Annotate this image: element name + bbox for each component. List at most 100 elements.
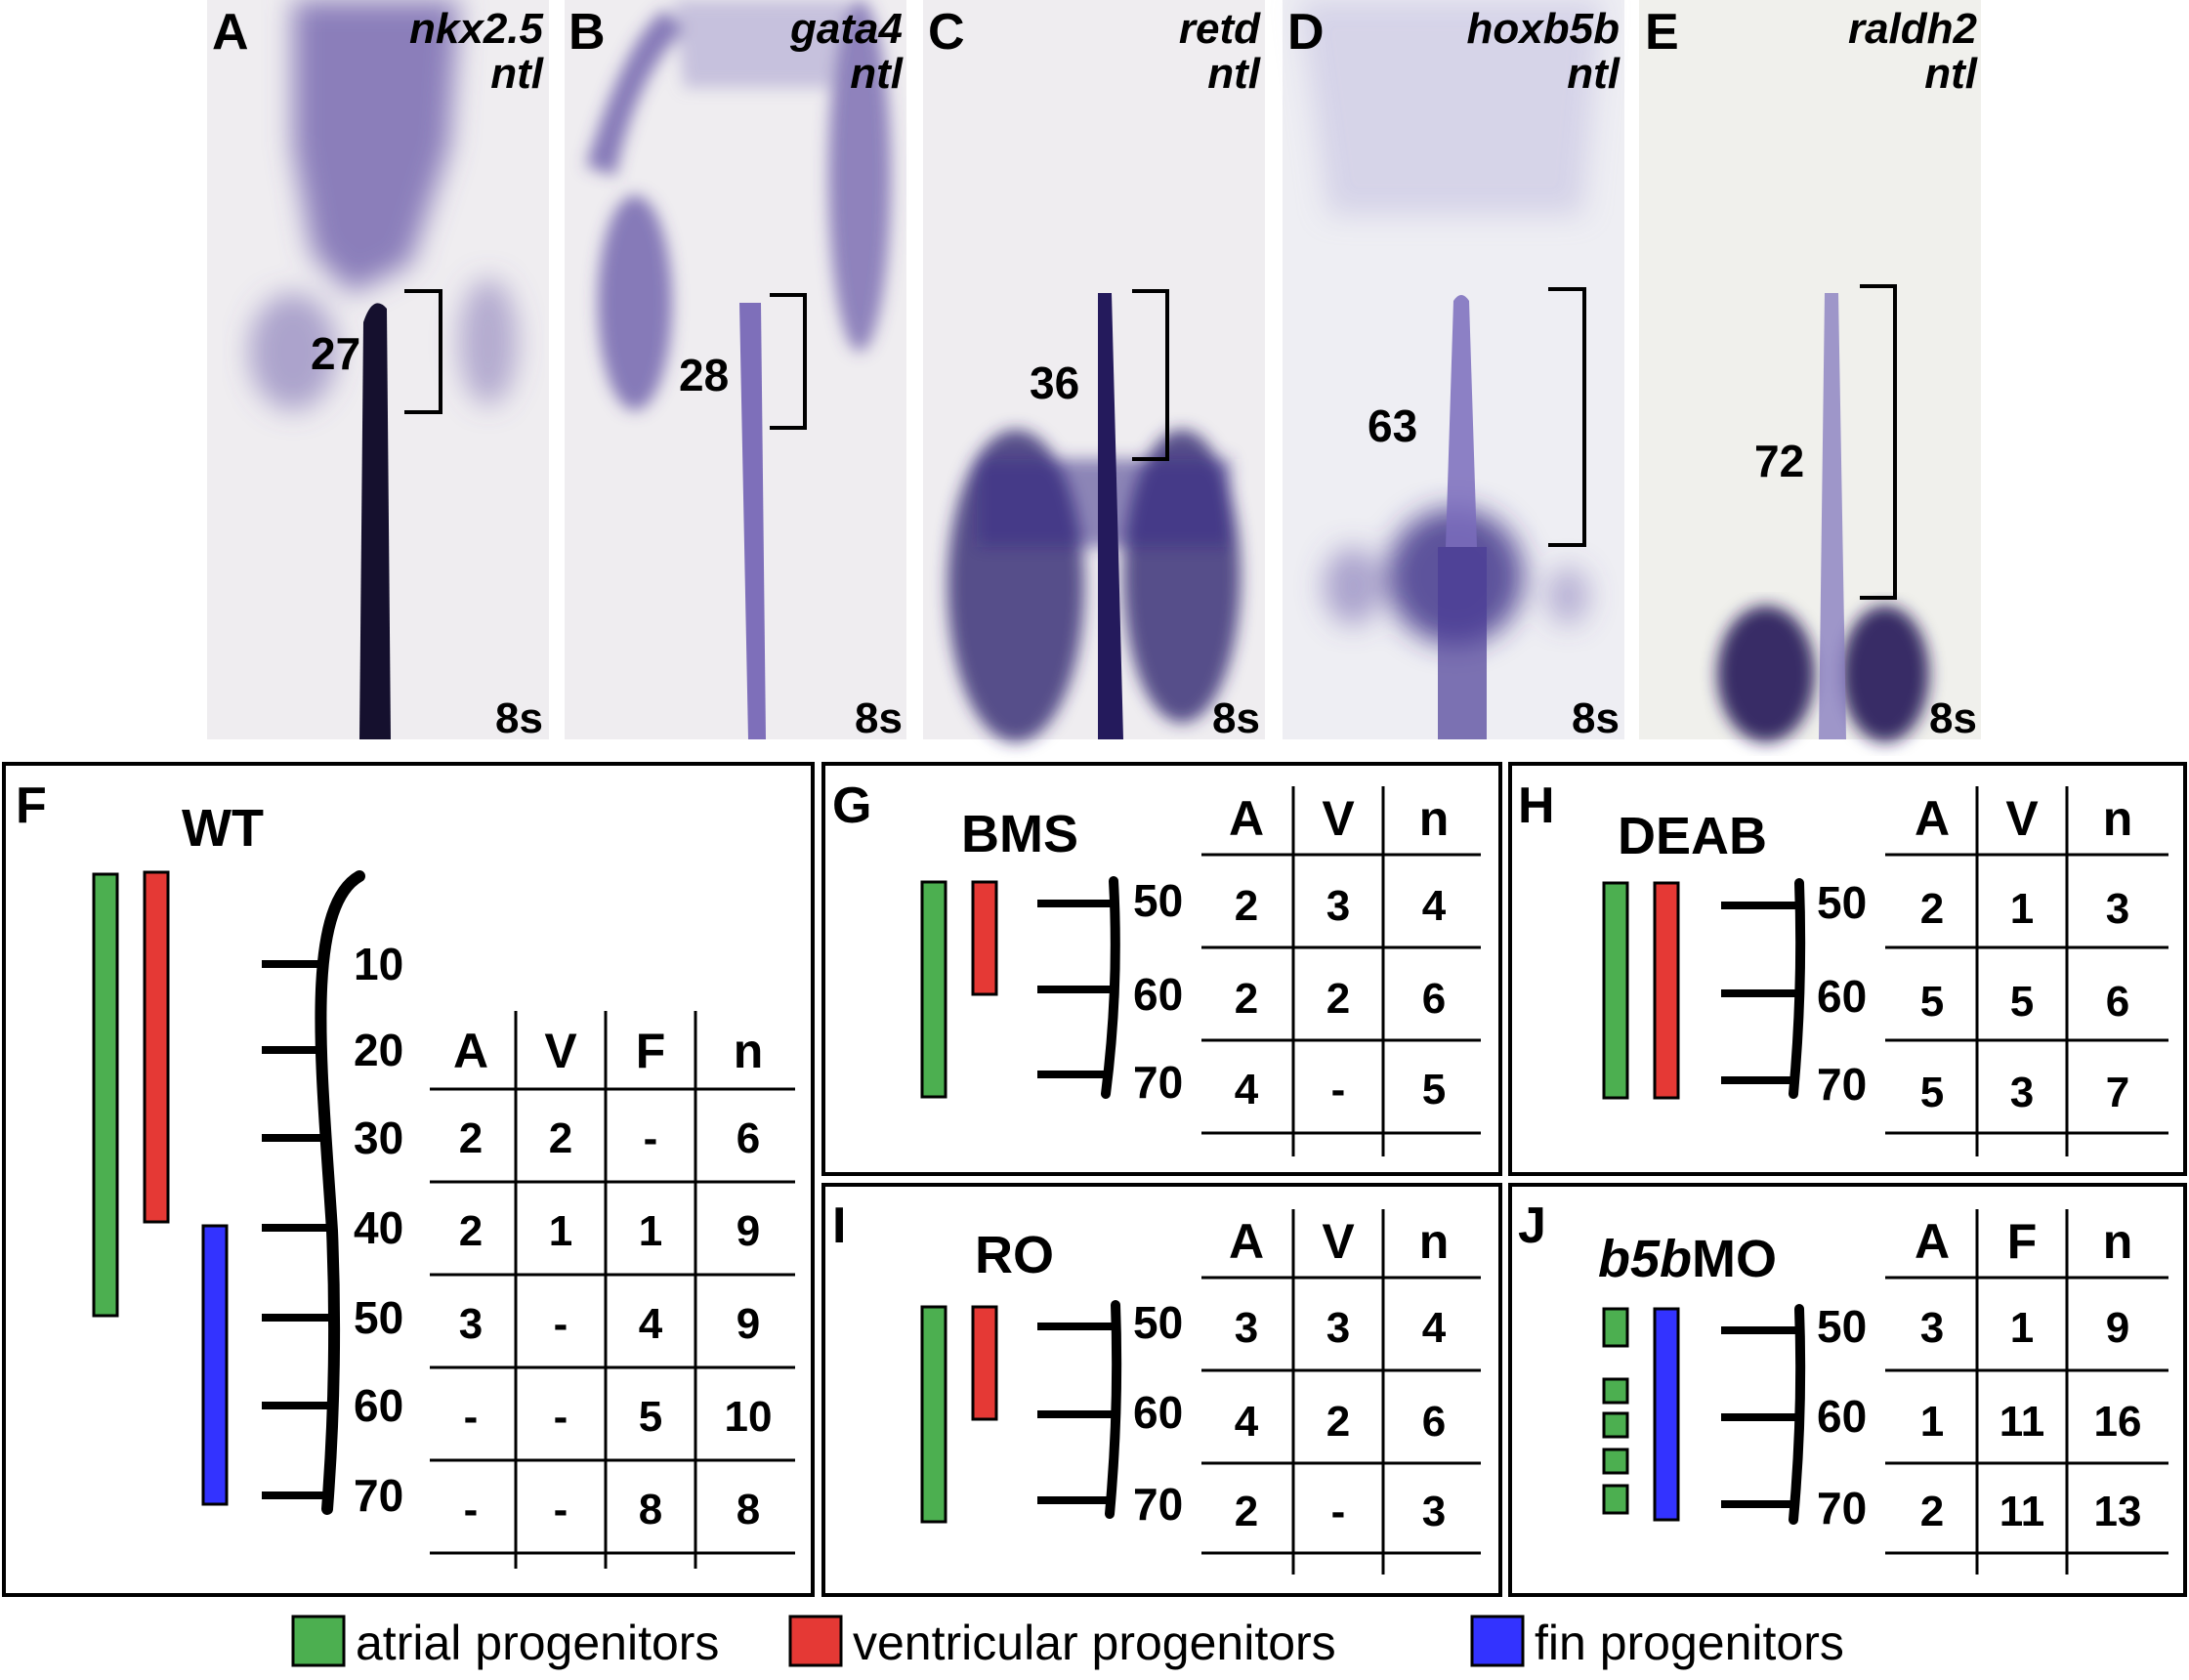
table-cell: 6: [2106, 978, 2129, 1026]
stage-label-b: 8s: [855, 694, 903, 742]
table-cell: 3: [1920, 1304, 1944, 1352]
panel-h-frame: [1508, 762, 2187, 1176]
bracket-d: [1548, 287, 1586, 547]
table-cell: 2: [549, 1114, 572, 1162]
axis-tick-label: 70: [1817, 1483, 1867, 1533]
table-cell: 1: [2010, 885, 2034, 933]
photo-panel-c: C retd ntl 36 8s: [923, 0, 1265, 742]
table-cell: 5: [639, 1393, 662, 1441]
table-header: n: [1419, 1214, 1450, 1269]
table-cell: -: [554, 1486, 568, 1533]
axis-ticks-f: [262, 960, 332, 1499]
table-cell: 5: [1422, 1066, 1446, 1113]
table-header: n: [1419, 791, 1450, 846]
table-cell: 3: [1326, 1304, 1350, 1352]
table-cell: 3: [2010, 1069, 2034, 1116]
legend-label-fin: fin progenitors: [1535, 1616, 1844, 1670]
gene-label-e: raldh2: [1848, 5, 1978, 53]
stage-label-c: 8s: [1212, 694, 1260, 742]
axis-tick-label: 60: [1817, 971, 1867, 1022]
panel-label-f: F: [16, 777, 47, 834]
table-cell: -: [644, 1114, 658, 1162]
table-cell: -: [464, 1486, 479, 1533]
panel-label-c: C: [928, 4, 965, 61]
table-cell: 8: [737, 1486, 760, 1533]
gene2-label-c: ntl: [1207, 50, 1261, 98]
table-cell: 7: [2106, 1069, 2129, 1116]
table-cell: 16: [2094, 1398, 2142, 1446]
panel-title-f: WT: [182, 799, 264, 858]
axis-tick-label: 70: [1133, 1479, 1183, 1530]
fin-progenitor-bar: [201, 1224, 229, 1506]
ventricular-progenitor-bar: [143, 870, 170, 1224]
bracket-e: [1860, 284, 1897, 600]
table-cell: 2: [1326, 975, 1350, 1023]
table-cell: 13: [2094, 1488, 2142, 1535]
table-cell: -: [1331, 1066, 1346, 1113]
table-cell: -: [1331, 1488, 1346, 1535]
axis-tick-label: 60: [1133, 1387, 1183, 1438]
stage-label-e: 8s: [1929, 694, 1977, 742]
photo-c-notochord: [1098, 293, 1123, 739]
panel-i-frame: [821, 1183, 1502, 1597]
table-cell: 1: [639, 1207, 662, 1255]
legend-swatch-atrial: [291, 1615, 346, 1667]
photo-a-notochord: [359, 303, 391, 739]
panel-h-deab: H DEAB 50 60 70 A V n 2 1 3 5 5 6 5 3: [1508, 762, 2187, 1176]
table-cell: 9: [737, 1300, 760, 1348]
table-cell: 8: [639, 1486, 662, 1533]
gene2-label-a: ntl: [490, 50, 544, 98]
table-cell: 2: [1235, 975, 1258, 1023]
table-cell: 2: [459, 1114, 483, 1162]
table-cell: 6: [737, 1114, 760, 1162]
table-header: F: [2007, 1214, 2038, 1269]
photo-a-stain: [249, 0, 518, 410]
somite-axis: [1105, 1300, 1122, 1519]
photo-d-tailbud: [1438, 547, 1487, 739]
table-h: A V n 2 1 3 5 5 6 5 3 7: [1885, 786, 2168, 1156]
table-cell: 4: [1235, 1066, 1259, 1113]
gene2-label-d: ntl: [1567, 50, 1621, 98]
cell-count-c: 36: [1030, 357, 1079, 408]
legend-swatch-fin: [1470, 1615, 1525, 1667]
table-cell: 11: [2000, 1488, 2045, 1535]
fin-progenitor-bar: [1653, 1307, 1680, 1522]
panel-title-j: b5bMO: [1598, 1230, 1777, 1288]
gene-label-b: gata4: [789, 5, 903, 53]
table-cell: 4: [1422, 1304, 1447, 1352]
ventricular-progenitor-bar: [1653, 881, 1680, 1100]
atrial-progenitor-bar: [1602, 881, 1629, 1100]
legend-label-atrial: atrial progenitors: [356, 1616, 719, 1670]
photo-panel-b: B gata4 ntl 28 8s: [565, 0, 906, 742]
panel-title-h: DEAB: [1618, 807, 1767, 865]
panel-g-frame: [821, 762, 1502, 1176]
table-f: A V F n 2 2 - 6 2 1 1 9 3 - 4 9 - - 5 10…: [430, 1011, 795, 1569]
table-cell: 4: [1235, 1398, 1259, 1446]
photo-b-stain: [586, 0, 891, 410]
table-j: A F n 3 1 9 1 11 16 2 11 13: [1885, 1209, 2168, 1575]
axis-tick-label: 50: [1133, 875, 1183, 926]
ventricular-progenitor-bar: [971, 880, 998, 996]
atrial-progenitor-bar: [920, 1305, 947, 1524]
table-cell: 1: [2010, 1304, 2034, 1352]
table-cell: 2: [1235, 882, 1258, 930]
bracket-a: [404, 289, 442, 414]
photo-panel-e: E raldh2 ntl 72 8s: [1639, 0, 1981, 742]
table-cell: -: [464, 1393, 479, 1441]
table-cell: 3: [2106, 885, 2129, 933]
panel-j-b5bmo: J b5bMO 50 60 70 A F n 3 1 9: [1508, 1183, 2187, 1597]
somite-axis: [1789, 878, 1806, 1099]
panel-title-g: BMS: [961, 805, 1078, 863]
panel-title-j-italic: b5b: [1598, 1230, 1692, 1288]
table-cell: 3: [459, 1300, 483, 1348]
table-cell: 9: [737, 1207, 760, 1255]
panel-label-h: H: [1518, 777, 1555, 834]
axis-tick-label: 60: [1817, 1391, 1867, 1442]
table-cell: 10: [725, 1393, 773, 1441]
cell-count-d: 63: [1368, 400, 1417, 451]
table-cell: 3: [1422, 1488, 1446, 1535]
axis-tick-label: 20: [354, 1025, 403, 1075]
panel-label-d: D: [1287, 4, 1325, 61]
table-cell: 9: [2106, 1304, 2129, 1352]
table-cell: 3: [1235, 1304, 1258, 1352]
